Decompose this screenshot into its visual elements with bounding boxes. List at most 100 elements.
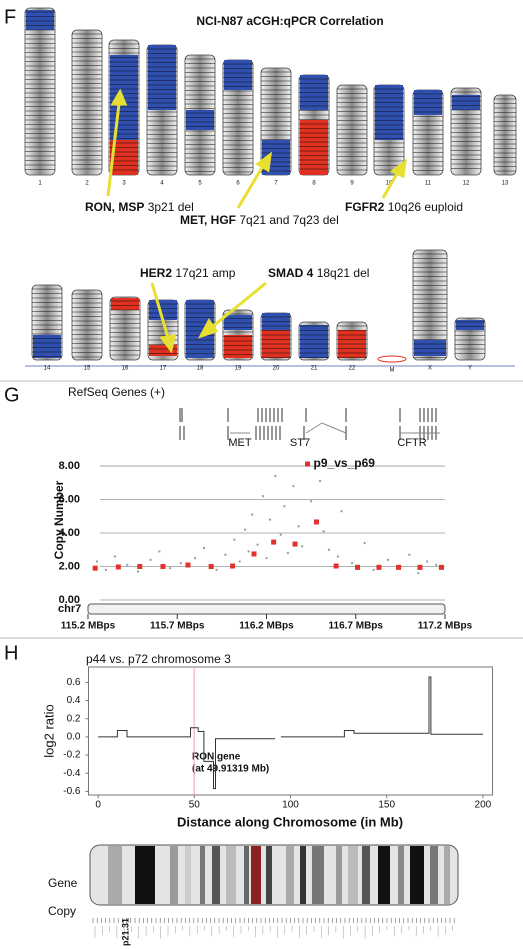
- chromosome: [71, 29, 103, 176]
- chromosome-label: 4: [160, 181, 164, 187]
- point: [158, 550, 161, 553]
- y-tick-label: 0.6: [67, 677, 81, 688]
- point: [426, 560, 429, 563]
- band: [378, 846, 390, 904]
- band: [135, 846, 155, 904]
- bands: [110, 300, 140, 356]
- annotation-text: 18q21 del: [317, 266, 370, 280]
- x-tick-label: 117.2 MBps: [418, 621, 473, 632]
- chromosome-label: 11: [425, 181, 432, 187]
- band: [185, 846, 191, 904]
- cnv-block: [111, 298, 139, 310]
- bands: [337, 88, 367, 171]
- point: [376, 564, 382, 570]
- cnv-block: [148, 45, 176, 110]
- band: [244, 846, 249, 904]
- x-tick-label: 116.2 MBps: [239, 621, 294, 632]
- bands: [261, 316, 291, 358]
- gene-name: FGFR2: [345, 200, 385, 214]
- band: [348, 846, 358, 904]
- y-tick-label: 2.00: [59, 560, 80, 572]
- copy-ticks: [94, 926, 453, 939]
- bands: [374, 88, 404, 171]
- x-tick-label: 100: [282, 800, 299, 811]
- bands: [72, 293, 102, 358]
- y-tick-label: -0.6: [63, 786, 81, 797]
- chromosome: [336, 84, 368, 176]
- x-tick-label: 50: [189, 800, 201, 811]
- point: [233, 538, 236, 541]
- gene-label: CFTR: [397, 437, 426, 449]
- point: [372, 568, 375, 571]
- chromosome-label: 8: [312, 181, 316, 187]
- chromosome-label: 9: [350, 181, 354, 187]
- chromosome-bar: [87, 603, 446, 615]
- band: [170, 846, 178, 904]
- point: [292, 485, 295, 488]
- point: [274, 475, 277, 478]
- point: [286, 552, 289, 555]
- bands: [72, 33, 102, 170]
- gene-name: MET, HGF: [180, 213, 236, 227]
- chromosome-label: 13: [502, 181, 509, 187]
- chromosome-label: 7: [274, 181, 278, 187]
- point: [113, 555, 116, 558]
- gene-name: HER2: [140, 266, 172, 280]
- x-tick-label: 115.7 MBps: [150, 621, 205, 632]
- annotation-text: 10q26 euploid: [388, 200, 463, 214]
- chromosome-label: Y: [468, 366, 472, 372]
- point: [297, 525, 300, 528]
- bands: [494, 98, 516, 172]
- point: [261, 495, 264, 498]
- line-plot: 0.6 0.4 0.2 0.0 -0.2 -0.4 -0.6 0 50 100 150 200: [63, 667, 492, 811]
- copy-ticks: [92, 918, 455, 923]
- point: [179, 562, 182, 565]
- y-tick-label: -0.4: [63, 768, 81, 779]
- gene-track: [179, 408, 440, 440]
- point: [92, 565, 98, 571]
- point: [363, 542, 366, 545]
- point: [160, 564, 166, 570]
- bands: [223, 313, 253, 355]
- chromosome-label: 6: [236, 181, 240, 187]
- chromosome: [109, 296, 141, 361]
- point: [322, 530, 325, 533]
- point: [115, 564, 121, 570]
- point: [169, 567, 172, 570]
- point: [247, 550, 250, 553]
- cnv-block: [452, 95, 480, 110]
- point: [340, 510, 343, 513]
- point: [215, 568, 218, 571]
- gene-label: ST7: [290, 437, 310, 449]
- bands: [413, 93, 443, 171]
- point: [279, 533, 282, 536]
- band: [300, 846, 306, 904]
- x-tick-label: 0: [95, 800, 101, 811]
- cnv-block: [375, 85, 403, 140]
- band: [410, 846, 424, 904]
- panel-label: F: [4, 6, 16, 28]
- bands: [25, 11, 55, 170]
- band: [266, 846, 272, 904]
- chromosome-label: 3: [122, 181, 126, 187]
- point: [301, 545, 304, 548]
- annotation: RON gene: [192, 752, 241, 763]
- gene-name: RON, MSP: [85, 200, 144, 214]
- track-label: Gene: [48, 876, 78, 890]
- track-label: RefSeq Genes (+): [68, 385, 165, 399]
- band: [362, 846, 370, 904]
- y-tick-label: 6.00: [59, 493, 80, 505]
- bands: [451, 91, 481, 169]
- point: [224, 553, 227, 556]
- point: [313, 519, 319, 525]
- point: [438, 564, 444, 570]
- point: [351, 562, 354, 565]
- series-label: p9_vs_p69: [314, 456, 376, 470]
- point: [386, 558, 389, 561]
- cnv-block: [300, 120, 328, 175]
- y-tick-label: 8.00: [59, 460, 80, 472]
- point: [95, 560, 98, 563]
- point: [336, 555, 339, 558]
- band: [108, 846, 122, 904]
